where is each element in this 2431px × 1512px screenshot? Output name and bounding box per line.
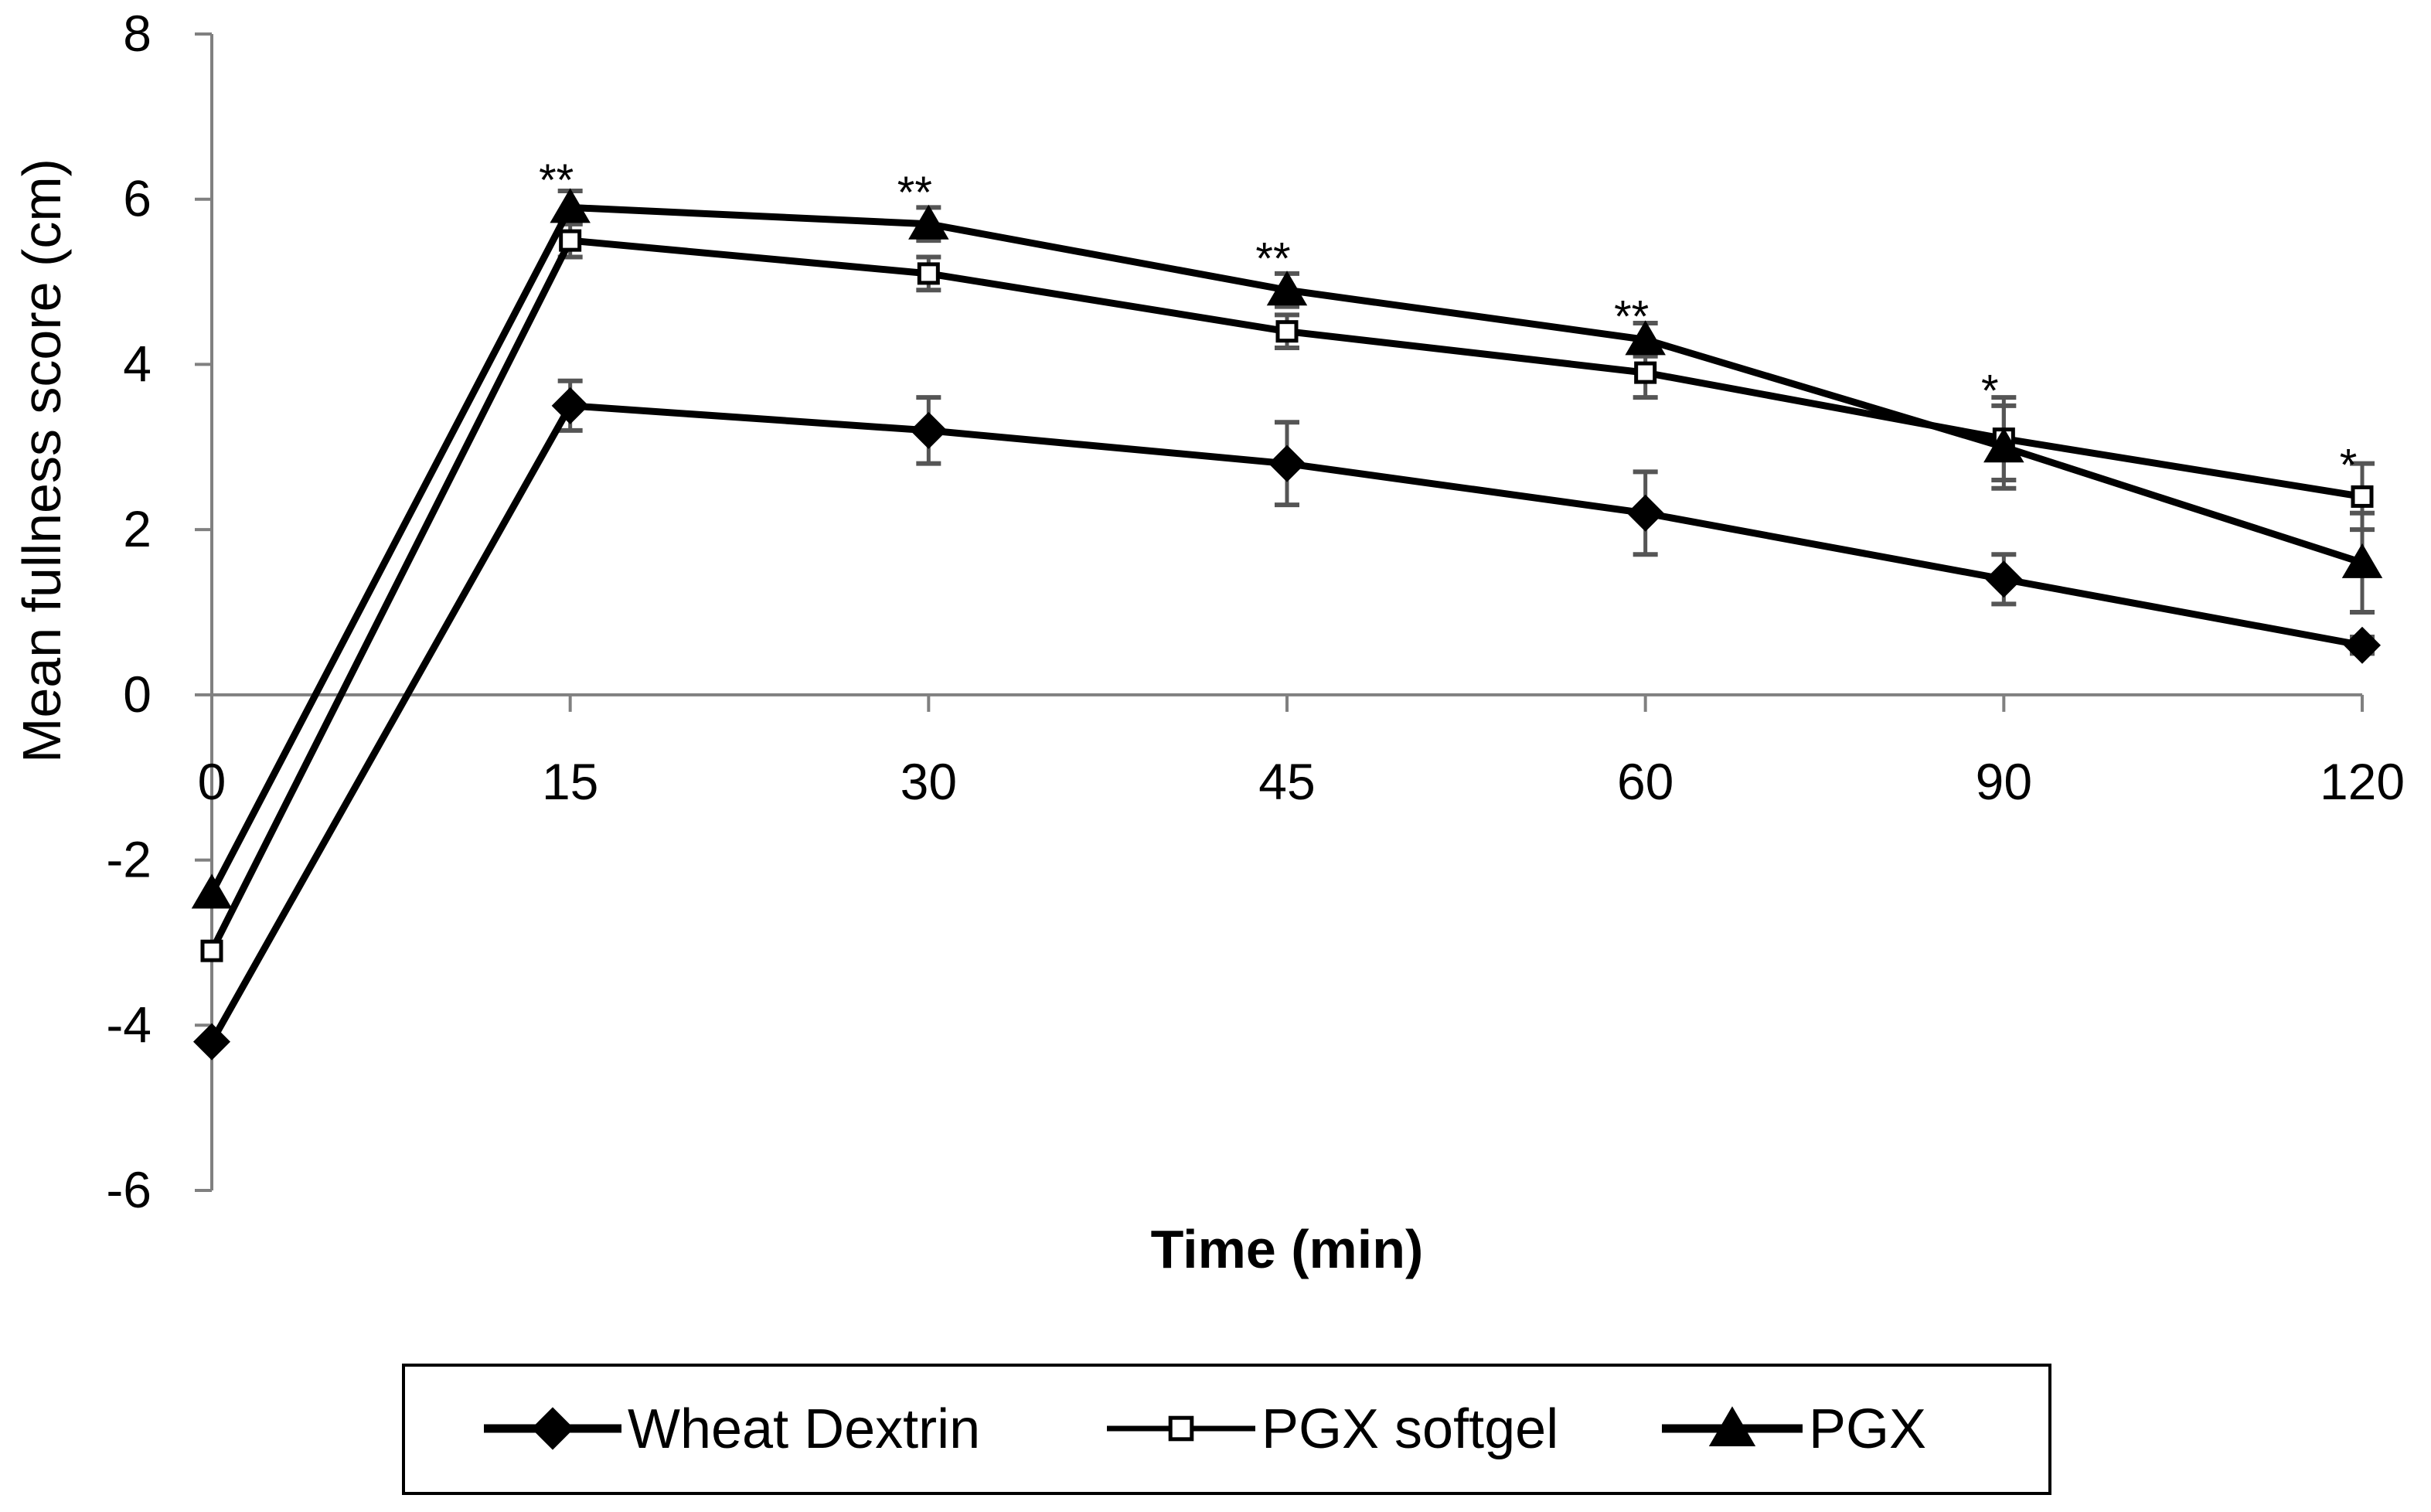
data-point-wheat-dextrin: [1985, 560, 2023, 598]
significance-annotations: ** ********: [539, 155, 2357, 491]
legend-label: Wheat Dextrin: [628, 1398, 980, 1460]
x-tick-label: 30: [901, 753, 957, 810]
data-point-wheat-dextrin: [910, 411, 948, 449]
data-point-pgx: [191, 873, 233, 909]
x-tick-label: 0: [198, 753, 226, 810]
significance-marker: *: [1981, 366, 1999, 416]
data-point-pgx-softgel: [1275, 320, 1299, 343]
data-point-pgx-softgel: [2351, 485, 2374, 508]
y-tick-labels: 8 6 4 2 0 -2 -4 -6: [106, 5, 152, 1218]
y-tick-label: -4: [106, 996, 152, 1053]
axes: [195, 32, 2364, 1192]
data-point-pgx: [1266, 271, 1308, 306]
y-tick-label: 2: [123, 500, 152, 557]
data-point-pgx: [550, 188, 591, 223]
x-axis-title: Time (min): [1151, 1219, 1424, 1279]
legend-marker: [531, 1407, 574, 1450]
series-markers: [191, 188, 2383, 1061]
data-point-pgx-softgel: [200, 939, 223, 962]
x-tick-label: 15: [542, 753, 598, 810]
data-point-pgx: [1625, 320, 1666, 356]
data-point-pgx-softgel: [559, 229, 582, 252]
data-point-pgx: [908, 204, 949, 240]
x-tick-labels: 0 15 30 45 60 90 120: [198, 753, 2405, 810]
data-point-wheat-dextrin: [1268, 444, 1306, 482]
y-tick-label: -2: [106, 831, 152, 888]
significance-marker: **: [539, 155, 574, 206]
data-point-pgx-softgel: [917, 262, 940, 285]
y-tick-label: 4: [123, 335, 152, 392]
legend-marker: [1708, 1406, 1756, 1446]
y-tick-label: -6: [106, 1161, 152, 1218]
x-tick-label: 45: [1258, 753, 1315, 810]
data-point-pgx: [1983, 427, 2024, 463]
significance-marker: *: [2340, 441, 2358, 491]
legend-label: PGX: [1809, 1398, 1926, 1460]
legend: Wheat Dextrin PGX softgel PGX: [402, 1364, 2051, 1495]
y-tick-label: 6: [123, 170, 152, 227]
data-point-wheat-dextrin: [2344, 626, 2381, 664]
data-point-wheat-dextrin: [551, 387, 589, 424]
legend-label: PGX softgel: [1261, 1398, 1558, 1460]
legend-marker: [1168, 1415, 1194, 1442]
data-point-pgx-softgel: [1634, 361, 1657, 384]
data-point-wheat-dextrin: [1626, 494, 1664, 532]
significance-marker: **: [897, 168, 932, 218]
y-tick-label: 8: [123, 5, 152, 62]
data-point-wheat-dextrin: [193, 1023, 230, 1061]
data-point-pgx: [2341, 543, 2383, 578]
x-tick-label: 60: [1617, 753, 1673, 810]
y-axis-title: Mean fullness score (cm): [12, 158, 72, 763]
x-tick-label: 90: [1976, 753, 2032, 810]
y-tick-label: 0: [123, 666, 152, 723]
x-tick-label: 120: [2320, 753, 2405, 810]
significance-marker: **: [1255, 234, 1290, 284]
significance-marker: **: [1614, 291, 1649, 342]
